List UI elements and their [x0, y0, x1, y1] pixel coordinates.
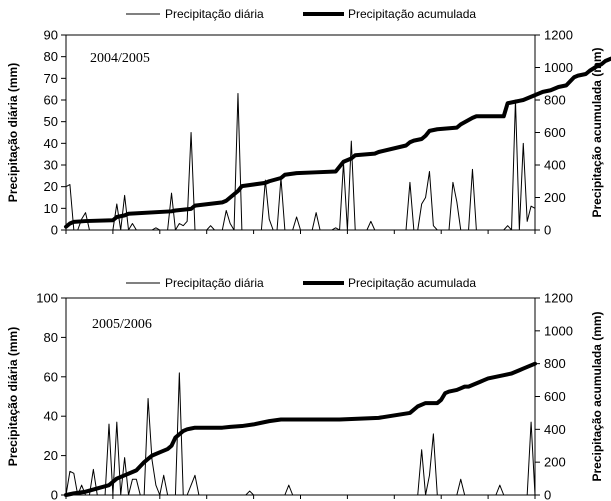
- left-tick-label: 20: [44, 179, 58, 194]
- left-tick-label: 90: [44, 28, 58, 43]
- right-tick-label: 0: [544, 223, 551, 238]
- left-tick-label: 60: [44, 369, 58, 384]
- left-tick-label: 50: [44, 114, 58, 129]
- left-tick-label: 80: [44, 49, 58, 64]
- right-tick-label: 1200: [544, 28, 573, 43]
- y-axis-right-title: Precipitação acumulada (mm): [590, 47, 604, 217]
- left-tick-label: 0: [51, 223, 58, 238]
- chart-panel-2005-2006: 020406080100020040060080010001200Precipi…: [6, 276, 604, 501]
- series-daily-line: [65, 93, 536, 231]
- right-tick-label: 200: [544, 455, 566, 470]
- left-tick-label: 40: [44, 409, 58, 424]
- series-cumulative-line: [64, 56, 611, 229]
- legend-label-cumulative: Precipitação acumulada: [348, 7, 476, 21]
- left-tick-label: 10: [44, 201, 58, 216]
- right-tick-label: 1000: [544, 323, 573, 338]
- period-annotation: 2005/2006: [92, 317, 152, 332]
- chart-panel-2004-2005: 0 10 20 30 40 50 60 70 80 90 0 200 400 600 800 1000 1200…: [6, 7, 611, 238]
- legend-label-cumulative: Precipitação acumulada: [348, 276, 476, 290]
- left-tick-label: 60: [44, 93, 58, 108]
- y-axis-left-title: Precipitação diária (mm): [6, 327, 20, 466]
- right-tick-label: 600: [544, 389, 566, 404]
- left-tick-label: 80: [44, 330, 58, 345]
- legend-label-daily: Precipitação diária: [165, 7, 264, 21]
- right-tick-label: 1200: [544, 291, 573, 306]
- y-axis-left-title: Precipitação diária (mm): [6, 63, 20, 202]
- series-cumulative-line: [64, 361, 537, 497]
- left-tick-label: 70: [44, 71, 58, 86]
- right-tick-label: 0: [544, 488, 551, 501]
- left-tick-label: 30: [44, 158, 58, 173]
- legend-label-daily: Precipitação diária: [165, 276, 264, 290]
- right-tick-label: 200: [544, 190, 566, 205]
- right-tick-label: 600: [544, 125, 566, 140]
- y-axis-right-title: Precipitação acumulada (mm): [590, 311, 604, 481]
- left-tick-label: 100: [36, 291, 58, 306]
- series-daily-line: [65, 372, 536, 496]
- right-tick-label: 400: [544, 422, 566, 437]
- right-tick-label: 800: [544, 93, 566, 108]
- right-tick-label: 800: [544, 356, 566, 371]
- right-tick-label: 400: [544, 158, 566, 173]
- left-tick-label: 20: [44, 448, 58, 463]
- period-annotation: 2004/2005: [90, 51, 150, 66]
- left-tick-label: 40: [44, 136, 58, 151]
- left-tick-label: 0: [51, 488, 58, 501]
- right-tick-label: 1000: [544, 60, 573, 75]
